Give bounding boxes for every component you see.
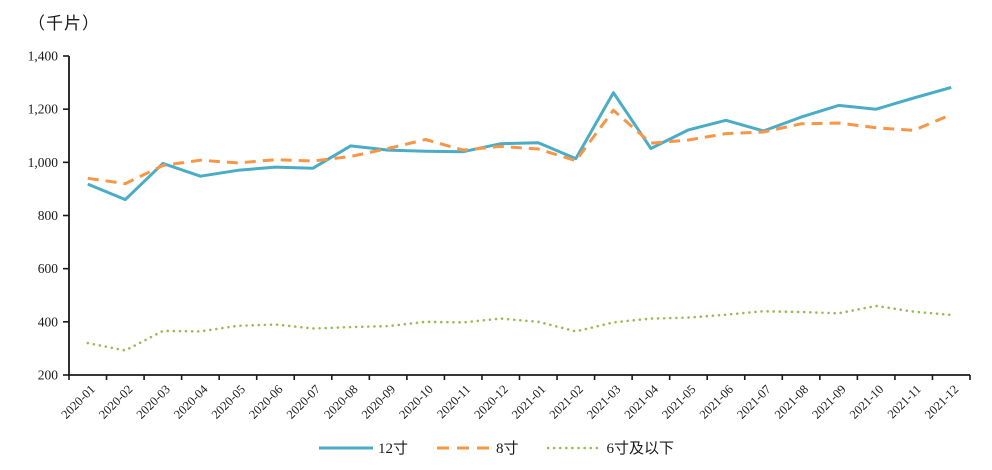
y-axis-tick-label: 1,400 <box>28 49 59 64</box>
x-axis-tick-label: 2020-09 <box>359 382 398 421</box>
x-axis-tick-label: 2021-11 <box>885 382 924 421</box>
x-axis-tick-label: 2020-05 <box>209 382 248 421</box>
x-axis-tick-label: 2021-02 <box>547 382 586 421</box>
series-line-dashed <box>87 108 952 186</box>
x-axis-tick-label: 2020-11 <box>434 382 473 421</box>
x-axis-tick-label: 2021-08 <box>772 382 811 421</box>
x-axis-tick-label: 2021-12 <box>922 382 961 421</box>
x-axis-tick-label: 2020-02 <box>96 382 135 421</box>
unit-label: （千片） <box>28 14 100 33</box>
legend-item-12inch: 12寸 <box>318 437 408 458</box>
y-axis-tick-label: 400 <box>38 314 59 329</box>
x-axis-tick-label: 2020-12 <box>471 382 510 421</box>
y-axis-tick-label: 800 <box>38 208 59 223</box>
x-axis-tick-label: 2021-05 <box>659 382 698 421</box>
y-axis-tick-label: 600 <box>38 261 59 276</box>
x-axis-tick-label: 2020-06 <box>246 382 285 421</box>
x-axis-tick-label: 2020-08 <box>321 382 360 421</box>
legend-label: 8寸 <box>495 441 519 457</box>
x-axis-tick-label: 2021-06 <box>697 382 736 421</box>
y-axis-tick-label: 200 <box>38 368 59 383</box>
legend-item-6inch-below: 6寸及以下 <box>546 437 675 458</box>
legend-line-sample-dotted-icon <box>546 446 603 449</box>
x-axis-tick-label: 2021-03 <box>584 382 623 421</box>
x-axis-tick-label: 2021-04 <box>622 382 662 422</box>
x-axis-tick-label: 2021-07 <box>734 382 773 421</box>
legend-item-8inch: 8寸 <box>436 437 519 458</box>
y-axis-tick-label: 1,200 <box>28 102 59 117</box>
legend: 12寸 8寸 6寸及以下 <box>0 437 992 458</box>
legend-label: 6寸及以下 <box>606 441 675 457</box>
x-axis-tick-label: 2020-07 <box>284 382 323 421</box>
legend-label: 12寸 <box>377 441 408 457</box>
x-axis-tick-label: 2020-04 <box>171 382 211 422</box>
series-line-solid <box>87 85 952 202</box>
x-axis-tick-label: 2021-01 <box>509 382 548 421</box>
x-axis-tick-label: 2021-09 <box>809 382 848 421</box>
x-axis-tick-label: 2020-01 <box>59 382 98 421</box>
legend-line-sample-dashed-icon <box>436 446 491 449</box>
legend-line-sample-solid-icon <box>318 446 373 449</box>
series-line-dotted <box>86 304 953 352</box>
x-axis-tick-label: 2020-10 <box>396 382 435 421</box>
x-axis-tick-label: 2020-03 <box>134 382 173 421</box>
x-axis-tick-label: 2021-10 <box>847 382 886 421</box>
y-axis-tick-label: 1,000 <box>28 155 59 170</box>
